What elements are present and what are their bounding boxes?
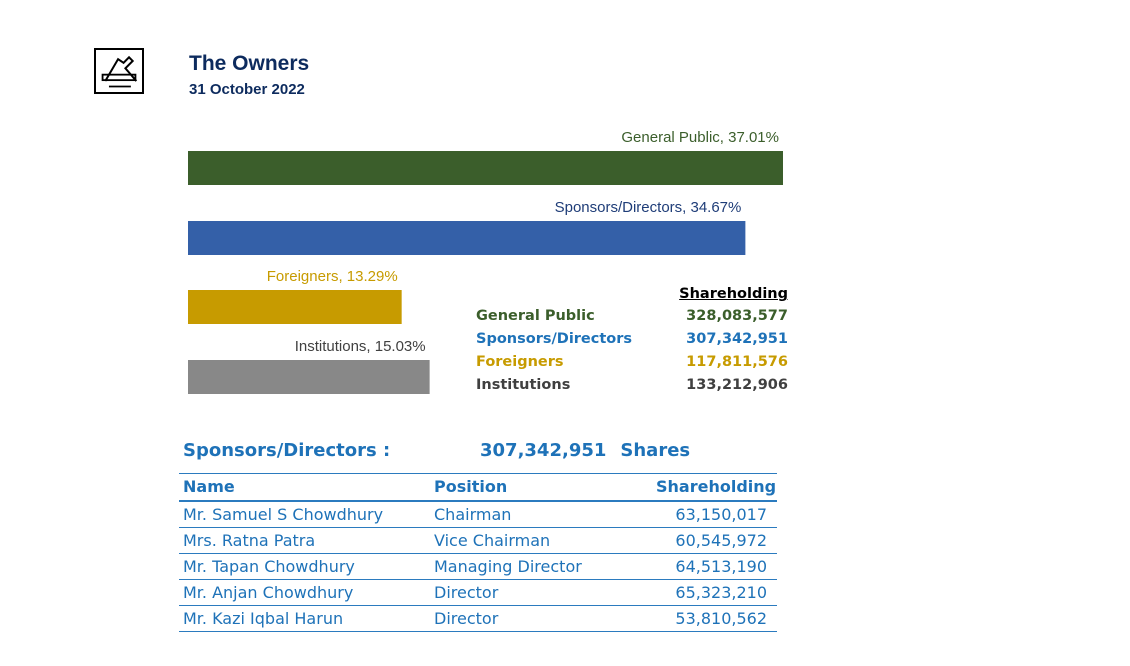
summary-row-foreigners: Foreigners 117,811,576 — [476, 351, 788, 374]
director-name: Mr. Tapan Chowdhury — [183, 557, 355, 576]
bar-foreigners — [188, 290, 402, 324]
sponsors-total: 307,342,951 Shares — [480, 440, 704, 461]
director-shareholding: 63,150,017 — [675, 505, 767, 524]
director-shareholding: 65,323,210 — [675, 583, 767, 602]
director-position: Director — [434, 583, 499, 602]
sponsors-total-value: 307,342,951 — [480, 440, 607, 461]
sponsors-heading: Sponsors/Directors : — [183, 440, 391, 461]
shareholding-summary: Shareholding General Public 328,083,577 … — [476, 283, 788, 397]
bar-label-foreigners: Foreigners, 13.29% — [267, 268, 398, 285]
director-position: Vice Chairman — [434, 531, 551, 550]
summary-value: 117,811,576 — [686, 354, 788, 370]
column-header-name: Name — [183, 477, 235, 496]
summary-value: 307,342,951 — [686, 331, 788, 347]
summary-label: Foreigners — [476, 354, 564, 370]
table-row: Mr. Samuel S Chowdhury Chairman 63,150,0… — [179, 502, 777, 528]
table-row: Mr. Kazi Iqbal Harun Director 53,810,562 — [179, 606, 777, 632]
ownership-bar-chart: General Public, 37.01% Sponsors/Directors… — [188, 129, 783, 394]
director-name: Mr. Kazi Iqbal Harun — [183, 609, 344, 628]
summary-row-sponsors: Sponsors/Directors 307,342,951 — [476, 328, 788, 351]
bar-general-public — [188, 151, 783, 185]
director-name: Mr. Samuel S Chowdhury — [183, 505, 384, 524]
summary-label: General Public — [476, 308, 595, 324]
shareholding-summary-header: Shareholding — [679, 286, 788, 302]
table-row: Mr. Tapan Chowdhury Managing Director 64… — [179, 554, 777, 580]
summary-value: 133,212,906 — [686, 377, 788, 393]
summary-row-general-public: General Public 328,083,577 — [476, 305, 788, 328]
summary-label: Institutions — [476, 377, 571, 393]
summary-value: 328,083,577 — [686, 308, 788, 324]
bar-label-institutions: Institutions, 15.03% — [295, 338, 426, 355]
summary-label: Sponsors/Directors — [476, 331, 633, 347]
director-position: Managing Director — [434, 557, 582, 576]
bar-label-sponsors-directors: Sponsors/Directors, 34.67% — [555, 199, 742, 216]
director-name: Mr. Anjan Chowdhury — [183, 583, 354, 602]
directors-table: Name Position Shareholding Mr. Samuel S … — [179, 473, 777, 632]
table-row: Mrs. Ratna Patra Vice Chairman 60,545,97… — [179, 528, 777, 554]
page-title: The Owners — [189, 52, 310, 75]
director-position: Chairman — [434, 505, 512, 524]
summary-row-institutions: Institutions 133,212,906 — [476, 374, 788, 397]
page-date: 31 October 2022 — [189, 81, 305, 98]
director-name: Mrs. Ratna Patra — [183, 531, 316, 550]
column-header-position: Position — [434, 477, 508, 496]
table-row: Mr. Anjan Chowdhury Director 65,323,210 — [179, 580, 777, 606]
bar-label-general-public: General Public, 37.01% — [621, 129, 779, 146]
bar-sponsors-directors — [188, 221, 746, 255]
directors-table-header: Name Position Shareholding — [179, 473, 777, 502]
column-header-shareholding: Shareholding — [656, 477, 777, 496]
company-logo-icon — [94, 48, 144, 94]
director-shareholding: 64,513,190 — [675, 557, 767, 576]
director-shareholding: 60,545,972 — [675, 531, 767, 550]
sponsors-total-unit: Shares — [620, 440, 691, 461]
director-shareholding: 53,810,562 — [675, 609, 767, 628]
director-position: Director — [434, 609, 499, 628]
bar-institutions — [188, 360, 430, 394]
